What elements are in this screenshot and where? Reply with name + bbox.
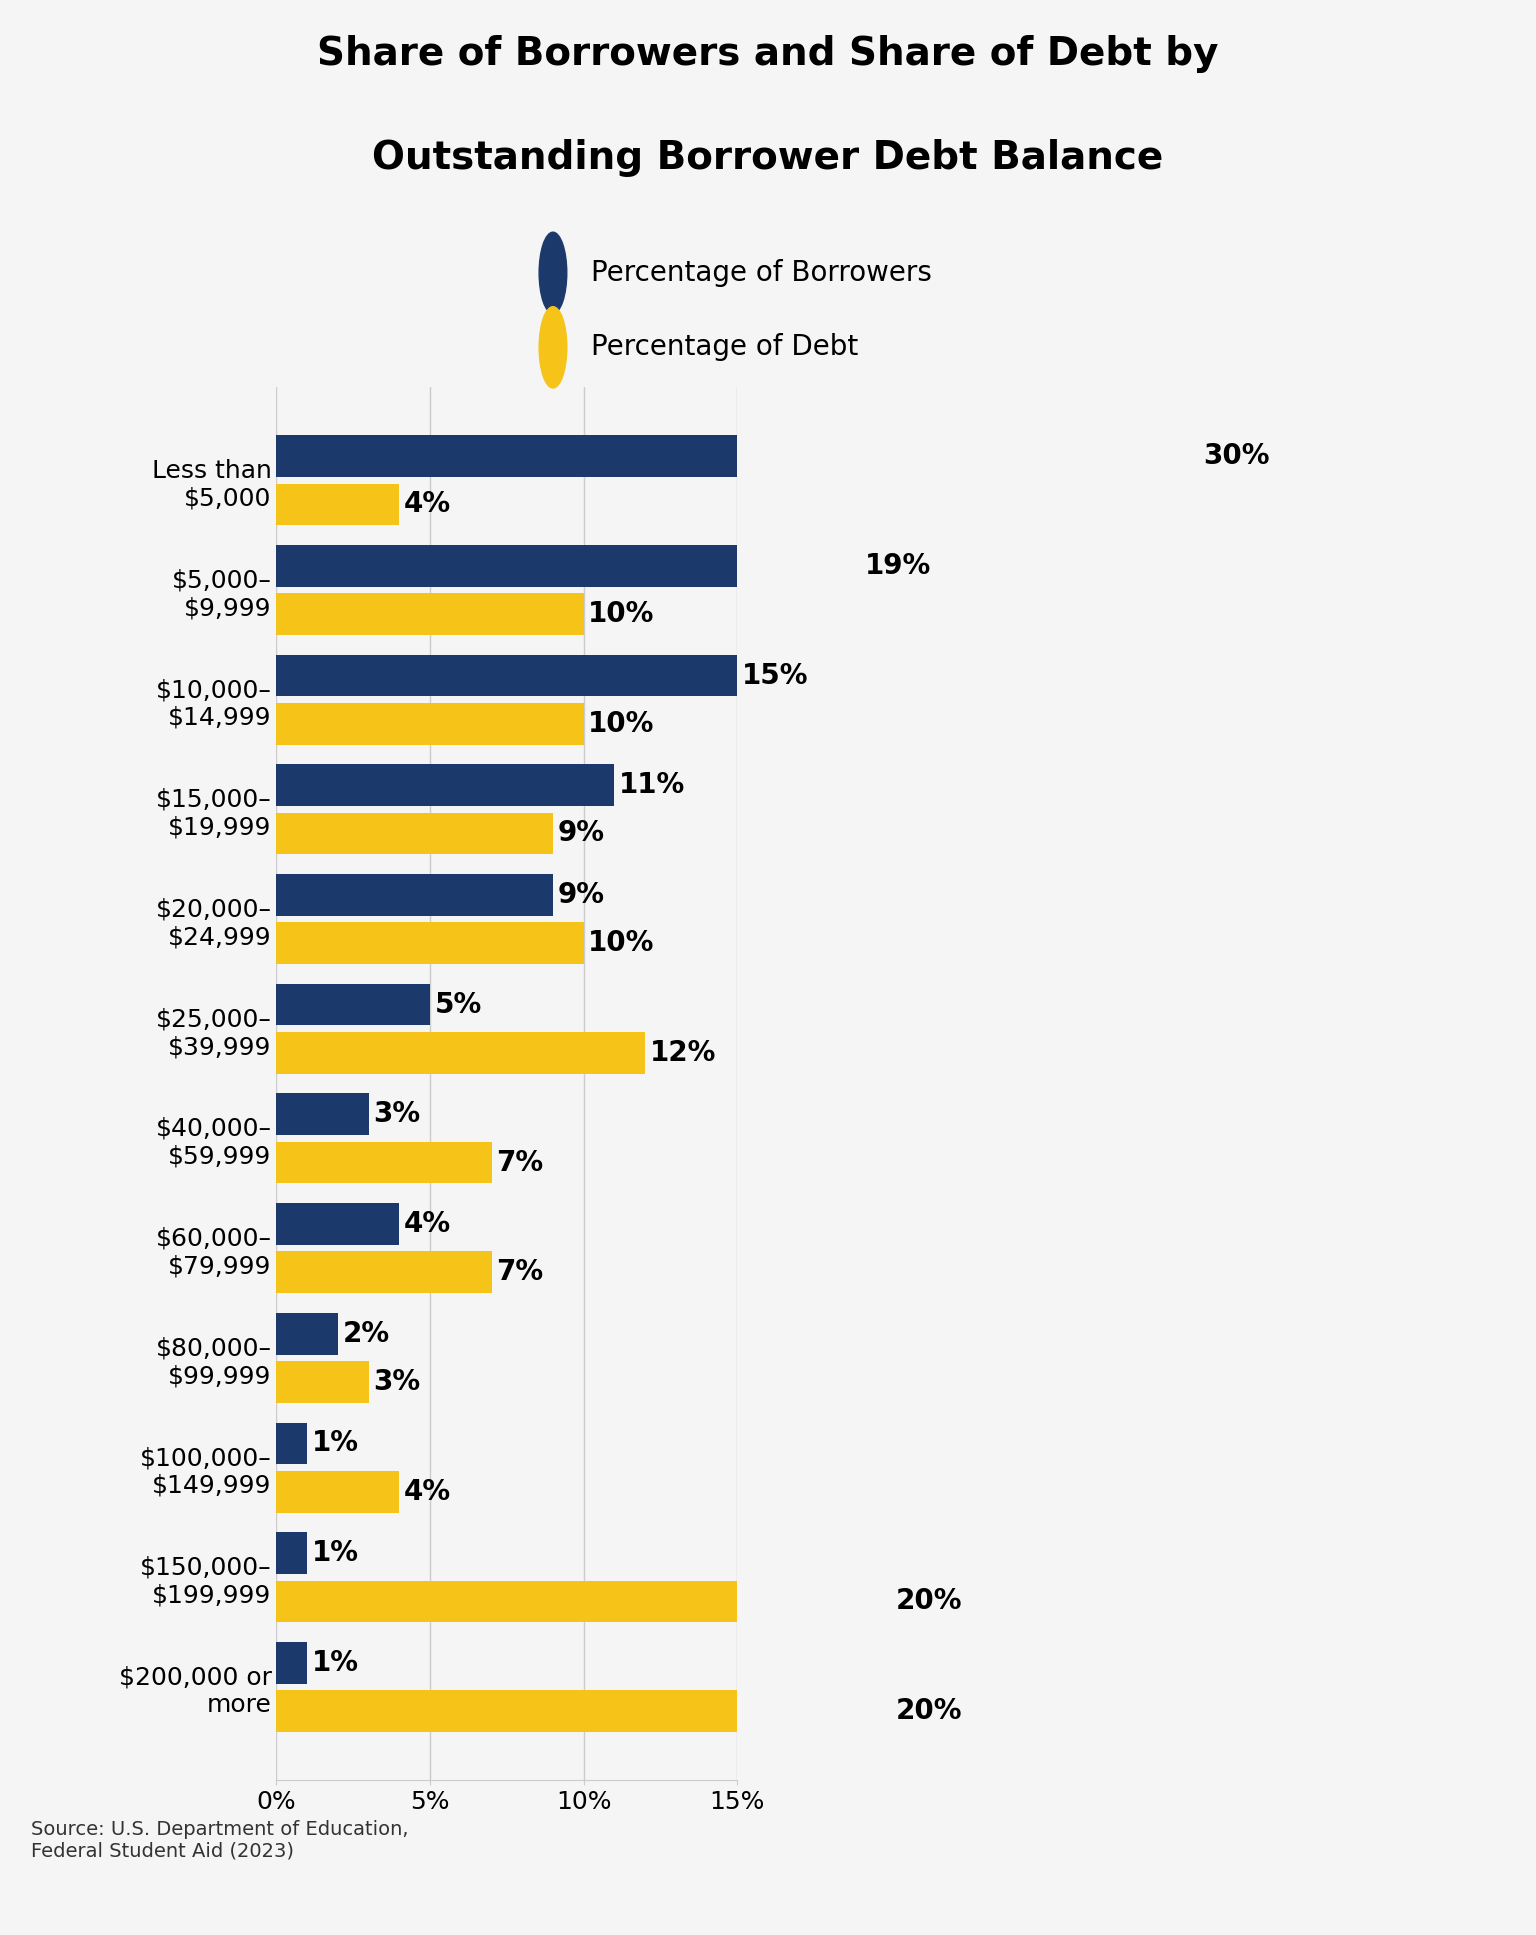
Bar (276, 1471, 399, 1513)
Text: 3%: 3% (373, 1101, 421, 1128)
Text: 9%: 9% (558, 820, 605, 848)
Bar (276, 1533, 307, 1573)
Bar (276, 764, 614, 807)
Bar (276, 546, 860, 586)
Text: 20%: 20% (895, 1697, 962, 1726)
Bar (276, 1031, 645, 1074)
Bar (276, 1422, 307, 1465)
Text: 15%: 15% (742, 662, 808, 689)
Text: 30%: 30% (1203, 441, 1269, 470)
Ellipse shape (539, 306, 567, 387)
Text: 2%: 2% (343, 1320, 390, 1347)
Text: 4%: 4% (404, 1478, 452, 1505)
Text: 4%: 4% (404, 1209, 452, 1238)
Bar (276, 594, 584, 635)
Bar (276, 1142, 492, 1184)
Text: 10%: 10% (588, 929, 654, 958)
Bar (276, 813, 553, 855)
Bar (276, 1093, 369, 1136)
Text: Outstanding Borrower Debt Balance: Outstanding Borrower Debt Balance (372, 139, 1164, 178)
Text: Percentage of Borrowers: Percentage of Borrowers (591, 259, 932, 286)
Bar (276, 983, 430, 1026)
Text: 1%: 1% (312, 1430, 359, 1457)
Bar (276, 1360, 369, 1403)
Bar (276, 1312, 338, 1354)
Text: 3%: 3% (373, 1368, 421, 1395)
Text: 12%: 12% (650, 1039, 716, 1066)
Text: Percentage of Debt: Percentage of Debt (591, 333, 859, 362)
Text: Share of Borrowers and Share of Debt by: Share of Borrowers and Share of Debt by (318, 35, 1218, 74)
Bar (276, 435, 1198, 476)
Text: 1%: 1% (312, 1649, 359, 1678)
Text: 10%: 10% (588, 710, 654, 737)
Bar (276, 1643, 307, 1683)
Bar (276, 1204, 399, 1244)
Bar (276, 1691, 891, 1732)
Text: 7%: 7% (496, 1258, 544, 1287)
Text: 9%: 9% (558, 880, 605, 909)
Text: 7%: 7% (496, 1149, 544, 1176)
Bar (276, 654, 737, 697)
Text: 11%: 11% (619, 772, 685, 799)
Text: 5%: 5% (435, 991, 482, 1018)
Bar (276, 702, 584, 745)
Text: 10%: 10% (588, 600, 654, 629)
Bar (276, 923, 584, 964)
Bar (276, 484, 399, 524)
Bar (276, 875, 553, 915)
Text: 19%: 19% (865, 551, 931, 580)
Text: 4%: 4% (404, 490, 452, 519)
Text: 1%: 1% (312, 1538, 359, 1567)
Bar (276, 1581, 891, 1622)
Text: 20%: 20% (895, 1587, 962, 1616)
Bar (276, 1252, 492, 1293)
Ellipse shape (539, 232, 567, 313)
Text: Source: U.S. Department of Education,
Federal Student Aid (2023): Source: U.S. Department of Education, Fe… (31, 1819, 409, 1861)
